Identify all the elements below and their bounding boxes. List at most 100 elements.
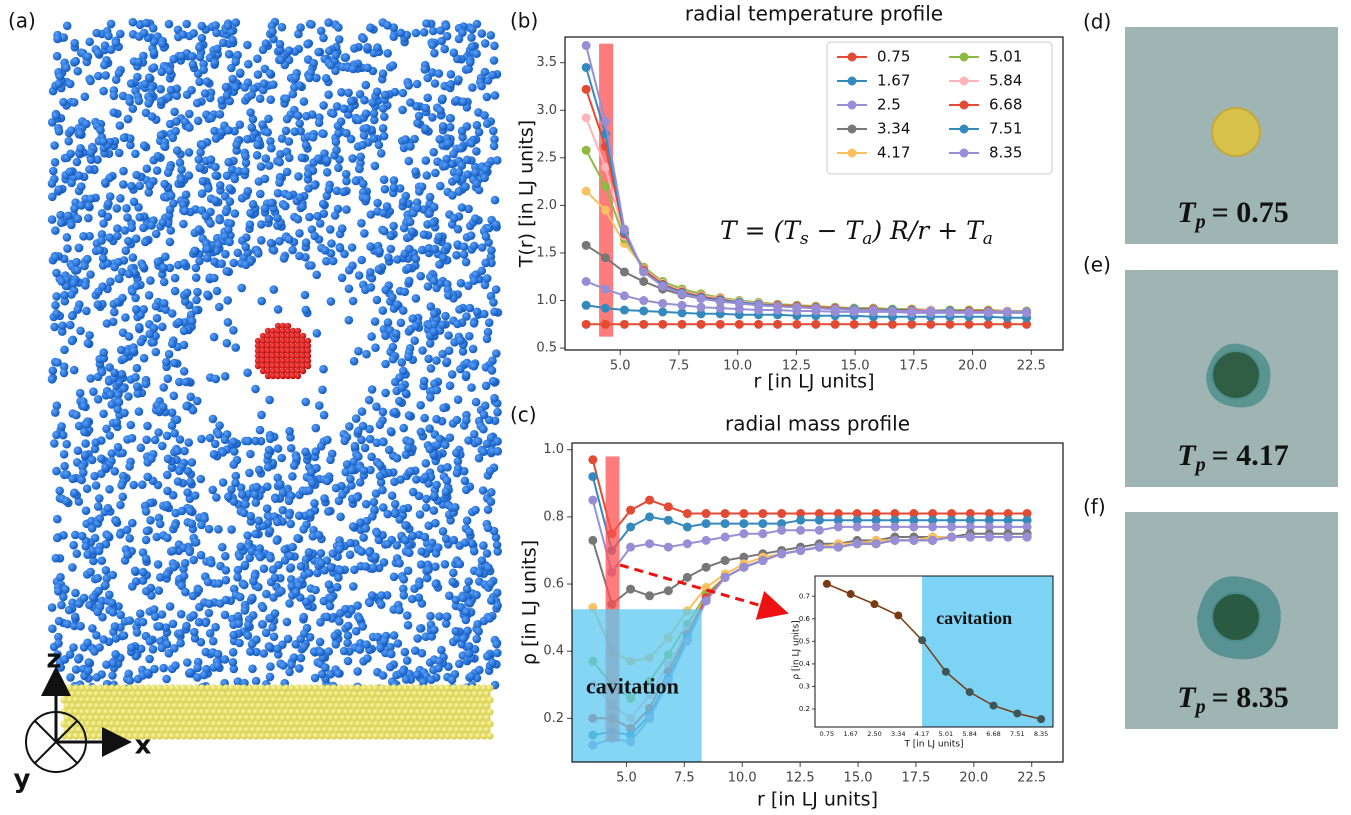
atom — [292, 454, 301, 463]
atom — [340, 104, 349, 113]
atom — [150, 63, 159, 72]
atom — [163, 471, 172, 480]
atom — [450, 48, 459, 57]
data-point — [601, 117, 610, 126]
atom — [387, 650, 396, 659]
atom — [316, 618, 325, 627]
atom — [141, 238, 150, 247]
atom — [380, 558, 389, 567]
atom — [345, 266, 354, 275]
atom — [229, 326, 238, 335]
y-axis-label: ρ [in LJ units] — [792, 620, 802, 679]
atom — [58, 321, 67, 330]
atom — [388, 293, 397, 302]
atom — [443, 463, 452, 472]
atom — [144, 99, 153, 108]
atom — [358, 407, 367, 416]
atom — [446, 381, 455, 390]
atom — [90, 472, 99, 481]
data-point — [582, 241, 591, 250]
data-point — [601, 320, 610, 329]
atom — [257, 220, 266, 229]
data-point — [947, 522, 956, 531]
atom — [399, 198, 408, 207]
atom — [440, 45, 449, 54]
x-tick-label: 12.5 — [786, 771, 815, 786]
atom — [379, 306, 388, 315]
data-point — [777, 509, 786, 518]
atom — [157, 68, 166, 77]
atom — [483, 335, 492, 344]
atom — [233, 573, 242, 582]
atom — [143, 422, 152, 431]
atom — [487, 31, 496, 40]
legend-marker — [848, 125, 857, 134]
atom — [81, 92, 90, 101]
atom — [246, 220, 255, 229]
atom — [225, 184, 234, 193]
atom — [368, 385, 377, 394]
atom — [443, 242, 452, 251]
atom — [64, 137, 73, 146]
atom — [251, 490, 260, 499]
atom — [177, 52, 186, 61]
data-point — [1023, 533, 1032, 542]
atom — [76, 389, 85, 398]
atom — [479, 486, 488, 495]
atom — [472, 147, 481, 156]
atom — [388, 491, 397, 500]
panel-label: (e) — [1083, 253, 1111, 277]
legend-marker — [848, 149, 857, 158]
atom — [428, 113, 437, 122]
atom — [83, 484, 92, 493]
atom — [280, 545, 289, 554]
atom — [273, 645, 282, 654]
atom — [490, 308, 499, 317]
atom — [80, 262, 89, 271]
atom — [483, 119, 492, 128]
atom — [94, 395, 103, 404]
atom — [70, 39, 79, 48]
atom — [287, 444, 296, 453]
atom — [79, 232, 88, 241]
atom — [51, 226, 60, 235]
x-tick-label: 2.50 — [867, 730, 881, 738]
atom — [483, 93, 492, 102]
atom — [92, 438, 101, 447]
atom — [338, 490, 347, 499]
data-point — [658, 320, 667, 329]
atom — [133, 628, 142, 637]
atom — [161, 252, 170, 261]
atom — [57, 422, 66, 431]
atom — [208, 486, 217, 495]
atom — [60, 462, 69, 471]
atom — [448, 676, 457, 685]
atom — [391, 408, 400, 417]
atom — [342, 53, 351, 62]
atom — [137, 338, 146, 347]
atom — [231, 175, 240, 184]
atom — [435, 233, 444, 242]
atom — [95, 246, 104, 255]
atom — [353, 667, 362, 676]
atom — [484, 505, 493, 514]
formula-part: ) R/r + T — [871, 216, 985, 245]
atom — [493, 589, 502, 598]
atom — [381, 286, 390, 295]
atom — [76, 129, 85, 138]
atom — [96, 126, 105, 135]
atom — [163, 570, 172, 579]
atom — [258, 120, 267, 129]
atom — [206, 219, 215, 228]
atom — [442, 22, 451, 31]
atom — [73, 266, 82, 275]
atom — [347, 97, 356, 106]
atom — [265, 643, 274, 652]
atom — [434, 543, 443, 552]
atom — [314, 154, 323, 163]
atom — [95, 494, 104, 503]
atom — [146, 181, 155, 190]
atom — [379, 209, 388, 218]
atom — [323, 436, 332, 445]
atom — [375, 141, 384, 150]
